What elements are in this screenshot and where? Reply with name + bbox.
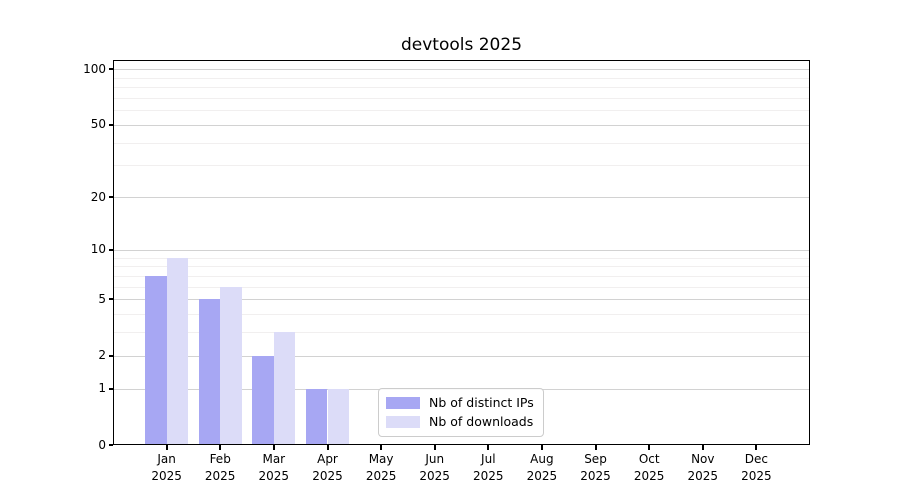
x-tick-mark [487,445,490,450]
x-tick-mark [433,445,436,450]
gridline-minor [114,313,809,315]
gridline-major [114,299,809,301]
gridline-minor [114,266,809,268]
bar [145,275,167,445]
gridline-minor [114,286,809,288]
x-tick-label: Dec 2025 [741,452,772,483]
x-tick-mark [380,445,383,450]
y-tick-label: 5 [98,291,106,306]
gridline-minor [114,97,809,99]
x-tick-mark [165,445,168,450]
legend-label: Nb of downloads [429,414,534,430]
legend-swatch [386,416,420,429]
y-tick-mark [109,248,113,251]
gridline-minor [114,165,809,167]
x-tick-label: Aug 2025 [526,452,558,483]
bar [306,388,328,445]
gridline-major [114,124,809,126]
gridline-minor [114,87,809,89]
gridline-major [114,197,809,199]
y-tick-label: 50 [90,117,106,132]
y-tick-mark [109,123,113,126]
gridline-major [114,249,809,251]
y-tick-label: 1 [98,381,106,395]
gridline-major [114,355,809,357]
x-tick-mark [701,445,704,450]
x-tick-label: Nov 2025 [687,452,719,483]
y-tick-mark [109,444,113,446]
gridline-minor [114,332,809,334]
x-tick-mark [594,445,597,450]
x-tick-mark [755,445,758,450]
legend-swatch [386,396,420,409]
x-tick-mark [219,445,222,450]
x-tick-mark [272,445,275,450]
x-tick-label: Apr 2025 [312,452,343,483]
x-tick-mark [648,445,651,450]
chart-title: devtools 2025 [400,35,523,55]
y-tick-label: 0 [98,437,106,452]
y-tick-mark [109,68,113,71]
x-tick-mark [326,445,329,450]
legend-entry: Nb of downloads [386,415,536,429]
x-tick-label: Feb 2025 [204,452,236,483]
y-tick-label: 10 [90,242,106,257]
gridline-minor [114,275,809,277]
gridline-minor [114,142,809,144]
legend: Nb of distinct IPs Nb of downloads [378,388,544,437]
gridline-major [114,69,809,71]
legend-label: Nb of distinct IPs [429,394,534,410]
y-tick-label: 20 [90,189,106,204]
y-tick-label: 2 [98,348,106,362]
gridline-minor [114,110,809,112]
y-tick-mark [109,387,113,390]
plot-frame [113,60,810,445]
bar [198,299,221,445]
y-tick-label: 100 [83,61,106,76]
bar [220,286,242,445]
x-tick-label: Jul 2025 [473,452,504,483]
y-tick-mark [109,354,113,357]
legend-entry: Nb of distinct IPs [386,394,536,410]
y-tick-mark [109,196,113,199]
x-tick-label: Sep 2025 [580,452,611,483]
gridline-minor [114,257,809,259]
bar [327,388,349,445]
x-tick-mark [540,445,543,450]
bar [252,355,274,445]
x-tick-label: Jun 2025 [419,452,450,483]
bar [166,257,188,445]
x-tick-label: Oct 2025 [633,452,665,483]
x-tick-label: Mar 2025 [258,452,290,483]
x-tick-label: May 2025 [365,452,397,483]
x-tick-label: Jan 2025 [151,452,182,483]
y-tick-mark [109,298,113,301]
bar [273,332,296,445]
gridline-minor [114,77,809,79]
